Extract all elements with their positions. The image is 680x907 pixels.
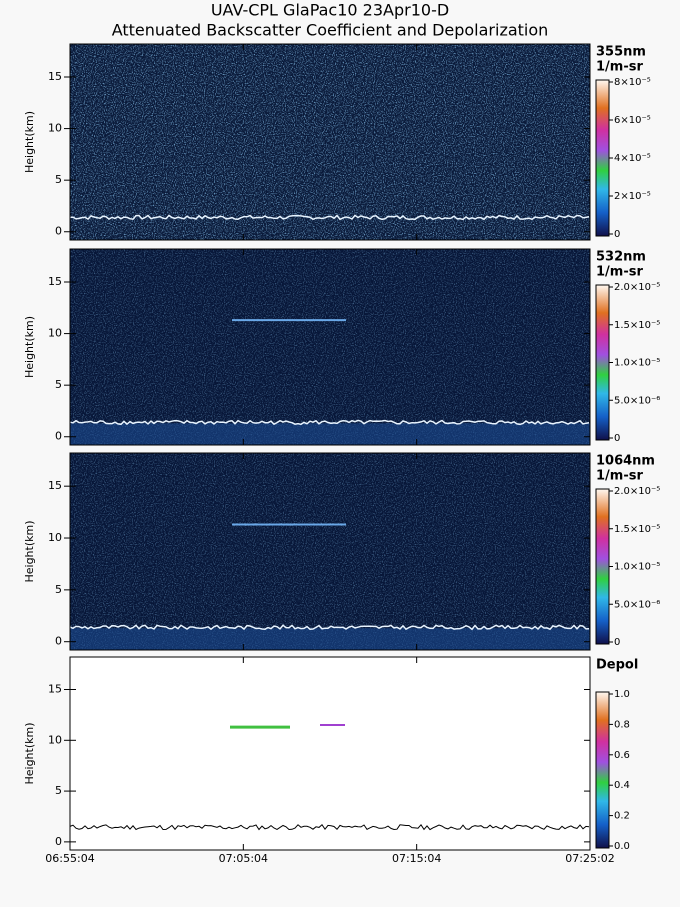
colorbar-label: 1/m-sr (596, 60, 643, 75)
y-tick-label: 5 (55, 583, 62, 596)
colorbar-tick-label: 0.6 (614, 750, 630, 761)
colorbar (595, 488, 610, 645)
colorbar (595, 284, 610, 441)
y-tick-label: 10 (48, 122, 62, 135)
y-tick-label: 5 (55, 378, 62, 391)
colorbar-tick-label: 5.0×10⁻⁶ (614, 395, 660, 406)
image-boundary-layer (70, 423, 590, 445)
y-axis-label: Height(km) (23, 722, 36, 784)
x-tick-label: 06:55:04 (45, 852, 94, 865)
image-layer-top (69, 624, 590, 631)
y-tick-label: 15 (48, 275, 62, 288)
image-speckle (70, 249, 590, 445)
image-layer-top (69, 419, 590, 426)
y-tick-label: 10 (48, 531, 62, 544)
colorbar-tick-label: 1.5×10⁻⁵ (614, 524, 660, 535)
colorbar-tick-label: 0.8 (614, 719, 630, 730)
y-tick-label: 0 (55, 225, 62, 238)
colorbar-label: 532nm (596, 250, 646, 265)
colorbar-tick-label: 2×10⁻⁵ (614, 191, 651, 202)
image-speckle (70, 453, 590, 650)
figure-title: UAV-CPL GlaPac10 23Apr10-D (211, 1, 449, 20)
y-axis-label: Height(km) (23, 520, 36, 582)
colorbar-tick-label: 1.0 (614, 689, 630, 700)
colorbar-tick-label: 8×10⁻⁵ (614, 77, 651, 88)
colorbar-tick-label: 6×10⁻⁵ (614, 115, 651, 126)
y-axis-label: Height(km) (23, 316, 36, 378)
y-tick-label: 15 (48, 70, 62, 83)
colorbar (595, 691, 610, 849)
colorbar-tick-label: 0 (614, 637, 620, 648)
colorbar-tick-label: 4×10⁻⁵ (614, 153, 651, 164)
plot-frame (69, 248, 591, 446)
image-layer-top (69, 214, 590, 221)
y-tick-label: 5 (55, 784, 62, 797)
colorbar-tick-label: 1.0×10⁻⁵ (614, 562, 660, 573)
colorbar-tick-label: 0.4 (614, 780, 630, 791)
colorbar-tick-label: 0.0 (614, 841, 630, 852)
y-tick-label: 0 (55, 835, 62, 848)
figure-subtitle: Attenuated Backscatter Coefficient and D… (112, 21, 549, 40)
colorbar-label: 1064nm (596, 454, 655, 469)
y-tick-label: 5 (55, 173, 62, 186)
y-tick-label: 10 (48, 327, 62, 340)
colorbar-label: 1/m-sr (596, 469, 643, 484)
colorbar-label: 355nm (596, 45, 646, 60)
colorbar-tick-label: 0.2 (614, 811, 630, 822)
colorbar-label: 1/m-sr (596, 265, 643, 280)
colorbar (595, 79, 610, 237)
plot-frame (69, 43, 591, 241)
colorbar-tick-label: 1.0×10⁻⁵ (614, 358, 660, 369)
image-boundary-layer (70, 628, 590, 650)
x-tick-label: 07:25:02 (565, 852, 614, 865)
y-tick-label: 15 (48, 683, 62, 696)
colorbar-tick-label: 5.0×10⁻⁶ (614, 599, 660, 610)
x-tick-label: 07:15:04 (392, 852, 441, 865)
colorbar-tick-label: 0 (614, 433, 620, 444)
image-speckle (70, 44, 590, 240)
colorbar-tick-label: 2.0×10⁻⁵ (614, 282, 660, 293)
colorbar-label: Depol (596, 658, 638, 673)
x-tick-label: 07:05:04 (219, 852, 268, 865)
image-background (70, 657, 590, 850)
colorbar-tick-label: 2.0×10⁻⁵ (614, 486, 660, 497)
y-tick-label: 0 (55, 635, 62, 648)
y-tick-label: 0 (55, 430, 62, 443)
colorbar-tick-label: 1.5×10⁻⁵ (614, 320, 660, 331)
y-tick-label: 10 (48, 733, 62, 746)
y-tick-label: 15 (48, 479, 62, 492)
y-axis-label: Height(km) (23, 111, 36, 173)
image-layer-top (69, 823, 590, 831)
plot-frame (69, 656, 591, 851)
plot-frame (69, 452, 591, 651)
colorbar-tick-label: 0 (614, 229, 620, 240)
